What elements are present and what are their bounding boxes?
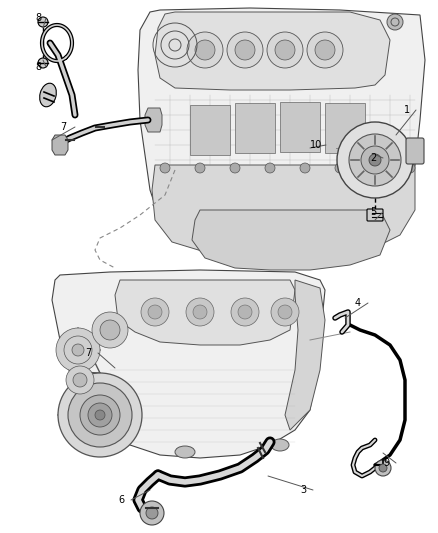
Text: 7: 7 — [60, 122, 66, 132]
Circle shape — [58, 373, 142, 457]
Text: 8: 8 — [35, 13, 41, 23]
Circle shape — [337, 122, 413, 198]
Text: 1: 1 — [404, 105, 410, 115]
Circle shape — [88, 403, 112, 427]
Circle shape — [335, 163, 345, 173]
FancyBboxPatch shape — [367, 209, 383, 221]
Ellipse shape — [175, 446, 195, 458]
Bar — [235, 103, 275, 153]
Circle shape — [231, 298, 259, 326]
Circle shape — [141, 298, 169, 326]
Circle shape — [405, 163, 415, 173]
Circle shape — [187, 32, 223, 68]
Text: 4: 4 — [355, 298, 361, 308]
Circle shape — [275, 40, 295, 60]
Text: 8: 8 — [35, 62, 41, 72]
Bar — [280, 102, 320, 152]
Circle shape — [349, 134, 401, 186]
Circle shape — [387, 14, 403, 30]
Circle shape — [80, 395, 120, 435]
Circle shape — [375, 460, 391, 476]
Circle shape — [267, 32, 303, 68]
Circle shape — [100, 320, 120, 340]
Circle shape — [140, 501, 164, 525]
Circle shape — [265, 163, 275, 173]
Circle shape — [235, 40, 255, 60]
Circle shape — [238, 305, 252, 319]
Polygon shape — [138, 8, 425, 255]
Circle shape — [195, 163, 205, 173]
Circle shape — [315, 40, 335, 60]
Circle shape — [391, 18, 399, 26]
Text: 3: 3 — [300, 485, 306, 495]
Circle shape — [146, 507, 158, 519]
Circle shape — [307, 32, 343, 68]
Circle shape — [160, 163, 170, 173]
Text: 5: 5 — [370, 207, 376, 217]
Circle shape — [72, 344, 84, 356]
Circle shape — [38, 58, 48, 68]
Circle shape — [73, 373, 87, 387]
Circle shape — [271, 298, 299, 326]
Circle shape — [148, 305, 162, 319]
Circle shape — [369, 154, 381, 166]
Text: 7: 7 — [85, 348, 91, 358]
Polygon shape — [285, 280, 325, 430]
Circle shape — [38, 17, 48, 27]
Circle shape — [56, 328, 100, 372]
Bar — [190, 105, 230, 155]
Circle shape — [186, 298, 214, 326]
Polygon shape — [52, 135, 68, 155]
Circle shape — [193, 305, 207, 319]
Circle shape — [227, 32, 263, 68]
FancyBboxPatch shape — [406, 138, 424, 164]
Circle shape — [195, 40, 215, 60]
Circle shape — [92, 312, 128, 348]
Circle shape — [361, 146, 389, 174]
Text: 9: 9 — [383, 458, 389, 468]
Text: 2: 2 — [370, 153, 376, 163]
Polygon shape — [145, 108, 162, 132]
Circle shape — [370, 163, 380, 173]
Ellipse shape — [40, 83, 57, 107]
Circle shape — [64, 336, 92, 364]
Polygon shape — [115, 280, 295, 345]
Text: 6: 6 — [118, 495, 124, 505]
Ellipse shape — [271, 439, 289, 451]
Circle shape — [300, 163, 310, 173]
Bar — [325, 103, 365, 153]
Polygon shape — [152, 165, 415, 260]
Circle shape — [95, 410, 105, 420]
Circle shape — [230, 163, 240, 173]
Text: 10: 10 — [310, 140, 322, 150]
Polygon shape — [155, 12, 390, 90]
Circle shape — [66, 366, 94, 394]
Polygon shape — [192, 210, 390, 270]
Circle shape — [68, 383, 132, 447]
Circle shape — [278, 305, 292, 319]
Circle shape — [379, 464, 387, 472]
Polygon shape — [52, 270, 325, 458]
